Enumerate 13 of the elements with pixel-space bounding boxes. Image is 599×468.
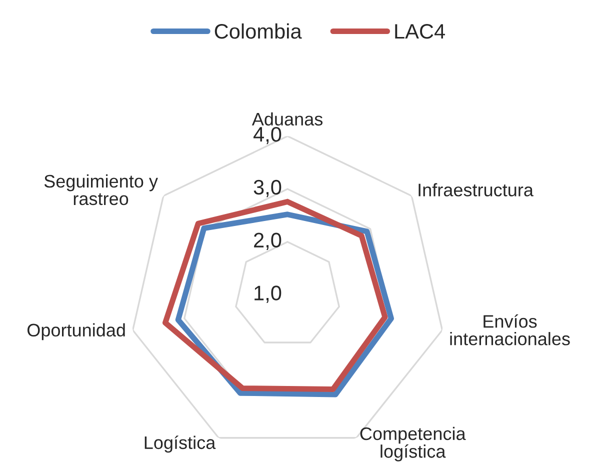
spoke-label: Competencia logística [360,426,466,462]
y-tick-label: 3,0 [254,180,282,198]
spoke-label: Logística [144,436,216,453]
spoke-label: Seguimiento y rastreo [44,174,158,206]
spoke-label: Oportunidad [27,323,125,340]
legend-label: Colombia [214,23,302,39]
y-tick-label: 2,0 [254,232,282,250]
spoke-label: Infraestructura [418,183,534,196]
legend-label: LAC4 [395,24,445,39]
y-tick-label: 1,0 [254,286,282,303]
spoke-label: Envíos internacionales [450,314,570,346]
spoke-label: Aduanas [252,112,323,126]
y-tick-label: 4,0 [253,126,282,144]
